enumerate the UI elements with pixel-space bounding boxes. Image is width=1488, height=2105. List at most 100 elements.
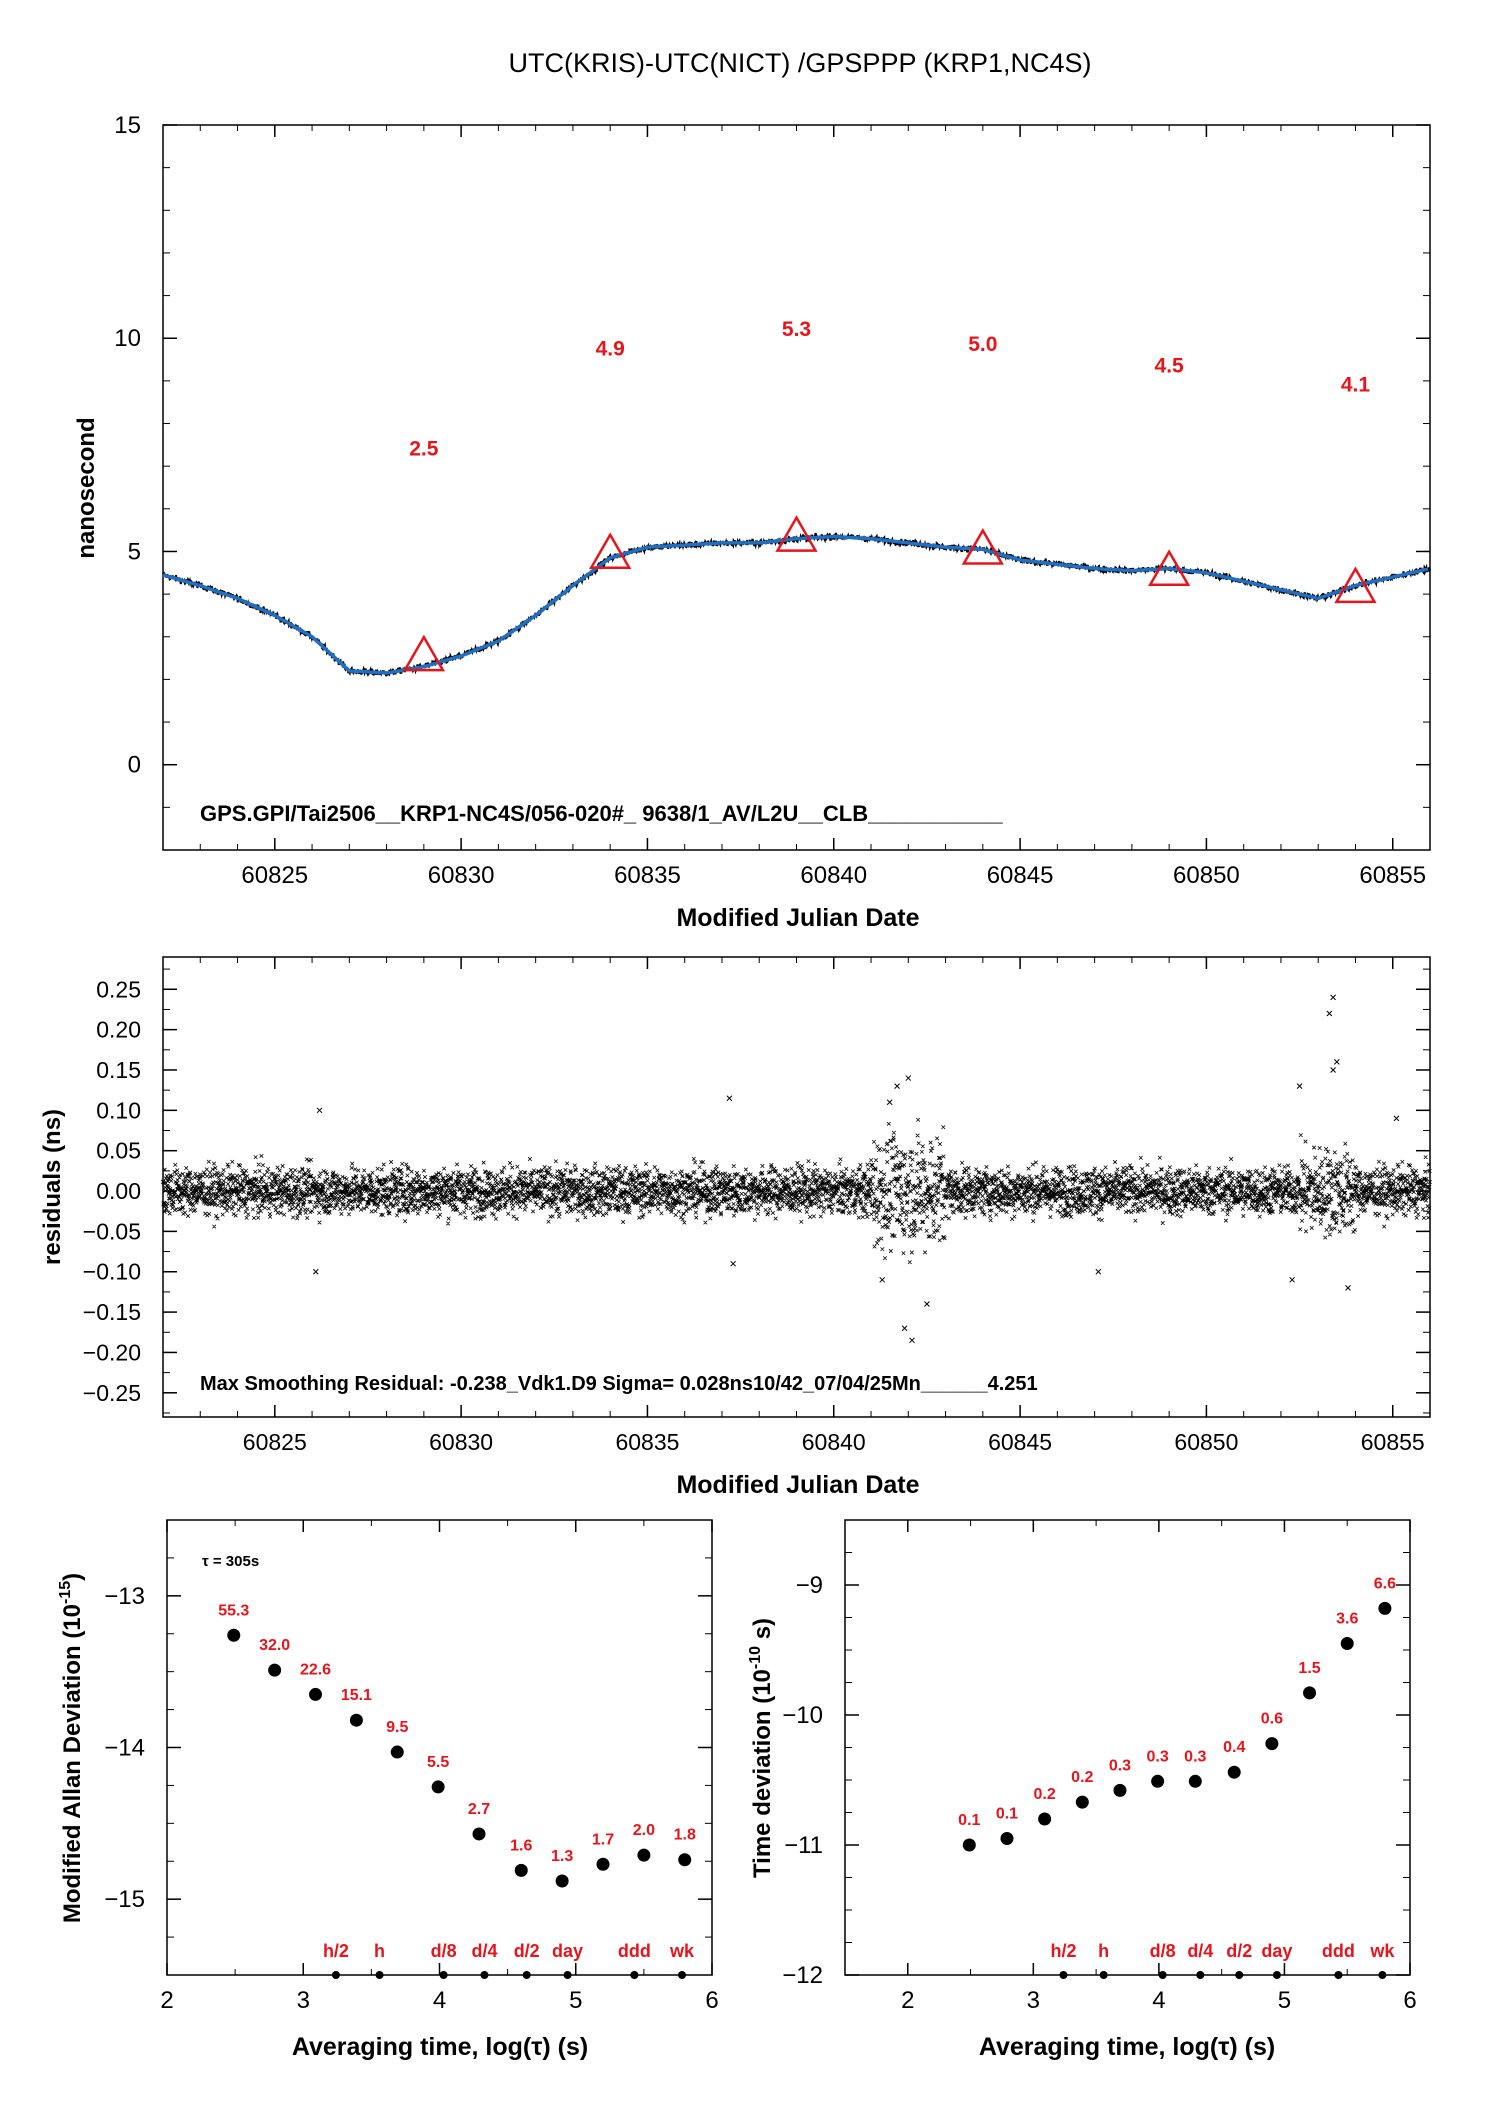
mdev-value-label: 1.6	[510, 1837, 532, 1854]
mdev-point	[637, 1848, 651, 1862]
mdev-point	[596, 1857, 610, 1871]
residual-outlier	[1095, 1268, 1102, 1275]
residual-outlier	[879, 1276, 886, 1283]
tdev-value-label: 0.2	[1071, 1769, 1093, 1786]
main-plot: 60825 60830 60835 60840 60845 60850 60855 0 5 10 1…	[73, 112, 1431, 932]
tdev-ytick-label: −9	[796, 1572, 823, 1599]
main-ytick-label: 5	[128, 538, 141, 565]
main-triangle-marker	[1334, 566, 1377, 604]
tdev-point	[1188, 1774, 1202, 1788]
residual-outlier	[1330, 1067, 1336, 1073]
main-triangle-marker	[1147, 549, 1191, 587]
main-xtick-label: 60835	[614, 862, 681, 889]
main-triangle-marker	[402, 634, 446, 672]
tdev-point	[1000, 1832, 1014, 1845]
mdev-value-label: 32.0	[259, 1637, 290, 1654]
tdev-ytick-label: −12	[782, 1962, 823, 1989]
tdev-time-mark-label: h	[1098, 1941, 1109, 1961]
residuals-ytick-label: 0.25	[96, 976, 141, 1002]
tdev-time-mark-label: wk	[1369, 1941, 1395, 1961]
residual-outlier	[1345, 1285, 1351, 1291]
mdev-time-mark-dot	[375, 1971, 384, 1979]
tdev-plot-ticks: 2 3 4 5 6 −9 −10 −11 −12	[782, 1519, 1417, 2014]
tdev-point	[1075, 1795, 1089, 1809]
tdev-time-mark-dot	[1099, 1971, 1108, 1979]
tdev-ylabel-main: Time deviation (10	[749, 1669, 776, 1878]
tdev-value-label: 0.3	[1184, 1748, 1206, 1765]
mdev-value-label: 9.5	[386, 1719, 408, 1736]
main-xtick-label: 60840	[800, 862, 867, 889]
residual-cloud	[160, 1117, 1432, 1265]
tdev-time-mark-label: d/4	[1187, 1941, 1213, 1961]
residual-outlier	[730, 1260, 737, 1267]
residuals-ytick-label: 0.00	[96, 1178, 141, 1204]
tdev-time-mark-dot	[1059, 1971, 1068, 1979]
mdev-ytick-label: −14	[104, 1735, 145, 1762]
mdev-xtick-label: 2	[160, 1987, 173, 2014]
residuals-ytick-label: −0.05	[83, 1218, 141, 1244]
tdev-time-mark-dot	[1272, 1971, 1281, 1979]
mdev-point	[514, 1863, 528, 1877]
tdev-point	[1113, 1783, 1127, 1797]
main-triangle-marker	[961, 527, 1004, 565]
tdev-point	[1340, 1637, 1354, 1650]
tdev-xtick-label: 4	[1152, 1987, 1165, 2014]
mdev-time-mark-dot	[522, 1971, 531, 1979]
tdev-ytick-label: −11	[784, 1832, 823, 1859]
residuals-plot: 60825 60830 60835 60840 60845 60850 60855 0.25 0…	[39, 956, 1432, 1499]
residuals-xtick-label: 60850	[1174, 1429, 1238, 1455]
residuals-ytick-label: −0.25	[83, 1380, 141, 1406]
tdev-value-label: 0.2	[1034, 1786, 1056, 1803]
mdev-ylabel-end: )	[59, 1573, 86, 1581]
mdev-ylabel-exponent: -15	[57, 1581, 74, 1604]
mdev-xtick-label: 5	[569, 1987, 582, 2014]
main-value-label: 2.5	[409, 438, 439, 461]
mdev-time-mark-label: day	[552, 1941, 583, 1961]
tdev-value-label: 6.6	[1374, 1575, 1396, 1592]
residuals-plot-points	[160, 994, 1432, 1344]
tdev-xtick-label: 6	[1403, 1987, 1416, 2014]
mdev-point	[472, 1827, 486, 1841]
mdev-value-label: 2.7	[468, 1801, 490, 1818]
mdev-time-mark-label: wk	[669, 1941, 695, 1961]
residual-outlier	[894, 1083, 900, 1089]
mdev-point	[431, 1780, 445, 1794]
mdev-point	[349, 1713, 363, 1727]
mdev-point	[309, 1687, 323, 1701]
residuals-ytick-label: 0.20	[96, 1017, 141, 1043]
mdev-value-label: 1.3	[551, 1848, 573, 1865]
residuals-ytick-label: −0.20	[83, 1339, 141, 1365]
main-plot-ticks: 60825 60830 60835 60840 60845 60850 60855 0 5 10 1…	[114, 112, 1431, 889]
mdev-ylabel-main: Modified Allan Deviation (10	[59, 1604, 86, 1923]
mdev-point	[678, 1853, 692, 1867]
tdev-plot-xlabel: Averaging time, log(τ) (s)	[979, 2033, 1275, 2061]
mdev-value-label: 5.5	[427, 1754, 449, 1771]
residual-outlier	[1333, 1059, 1340, 1065]
residuals-plot-annotation: Max Smoothing Residual: -0.238_Vdk1.D9 S…	[200, 1373, 1038, 1395]
mdev-ytick-label: −15	[104, 1886, 145, 1913]
main-value-label: 4.5	[1155, 354, 1185, 377]
tdev-plot-frame	[844, 1519, 1411, 1976]
mdev-point	[268, 1663, 282, 1677]
main-value-label: 4.9	[596, 337, 625, 360]
tdev-xtick-label: 3	[1027, 1987, 1040, 2014]
mdev-time-mark-label: ddd	[618, 1941, 651, 1961]
residuals-xtick-label: 60845	[988, 1429, 1052, 1455]
mdev-time-mark-dot	[630, 1971, 639, 1979]
residuals-xtick-label: 60835	[615, 1429, 679, 1455]
mdev-value-label: 22.6	[300, 1661, 331, 1678]
residual-outlier	[316, 1107, 323, 1114]
tdev-time-mark-dot	[1158, 1971, 1167, 1979]
mdev-time-mark-dot	[678, 1971, 687, 1979]
mdev-time-mark-dot	[563, 1971, 572, 1979]
mdev-plot-frame	[166, 1519, 713, 1976]
tdev-xtick-label: 5	[1278, 1987, 1291, 2014]
tdev-point	[1303, 1686, 1317, 1700]
residual-outlier	[1296, 1083, 1303, 1089]
tdev-point	[1378, 1601, 1392, 1615]
tdev-value-label: 0.1	[996, 1806, 1018, 1823]
residuals-xtick-label: 60840	[802, 1429, 866, 1455]
tdev-plot-ylabel: Time deviation (10-10 s)	[747, 1618, 776, 1878]
residuals-xtick-label: 60855	[1361, 1429, 1425, 1455]
